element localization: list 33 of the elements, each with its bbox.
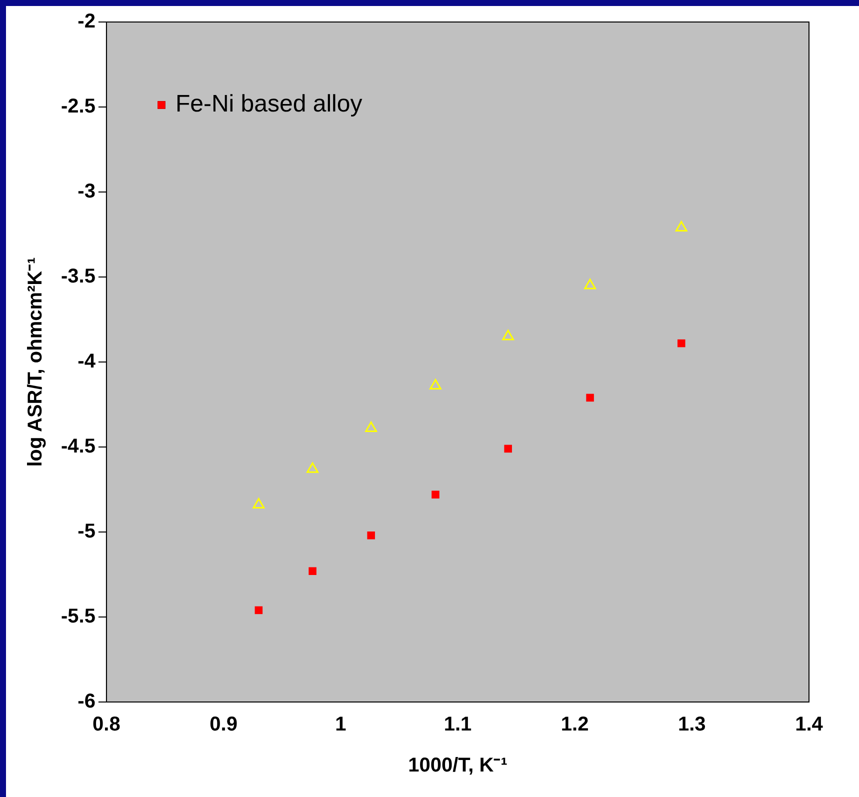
point [252, 498, 265, 509]
y-tick-label: -3 [78, 180, 96, 203]
point [306, 462, 318, 473]
legend-label: Fe-Ni based alloy [175, 90, 362, 118]
y-tick-label: -4 [78, 350, 96, 373]
point [586, 394, 594, 402]
y-tick-label: -3.5 [60, 266, 96, 288]
point [584, 278, 596, 290]
y-tick-label: -5 [78, 520, 96, 543]
x-tick-label: 1.3 [678, 714, 706, 736]
point [675, 220, 688, 232]
point [504, 444, 512, 453]
y-tick-label: -2.5 [60, 96, 96, 118]
x-tick-label: 0.8 [92, 714, 120, 736]
point [254, 606, 263, 614]
point [367, 532, 375, 540]
x-tick-label: 1.4 [795, 714, 824, 736]
x-axis-title: 1000/T, K⁻¹ [408, 754, 508, 777]
y-tick-label: -6 [78, 690, 96, 713]
point [308, 567, 316, 575]
point [430, 379, 442, 390]
y-axis-title: log ASR/T, ohmcm²K⁻¹ [24, 256, 47, 467]
point [365, 422, 378, 432]
point [432, 490, 440, 498]
point [677, 339, 686, 348]
y-tick-label: -4.5 [60, 436, 96, 458]
y-tick-label: -5.5 [60, 606, 96, 628]
x-tick-label: 1.1 [444, 714, 472, 736]
x-tick-label: 1.2 [560, 714, 589, 736]
y-tick-label: -2 [78, 10, 96, 33]
x-tick-label: 0.9 [210, 714, 238, 736]
point [502, 330, 514, 340]
x-tick-label: 1 [335, 714, 346, 736]
